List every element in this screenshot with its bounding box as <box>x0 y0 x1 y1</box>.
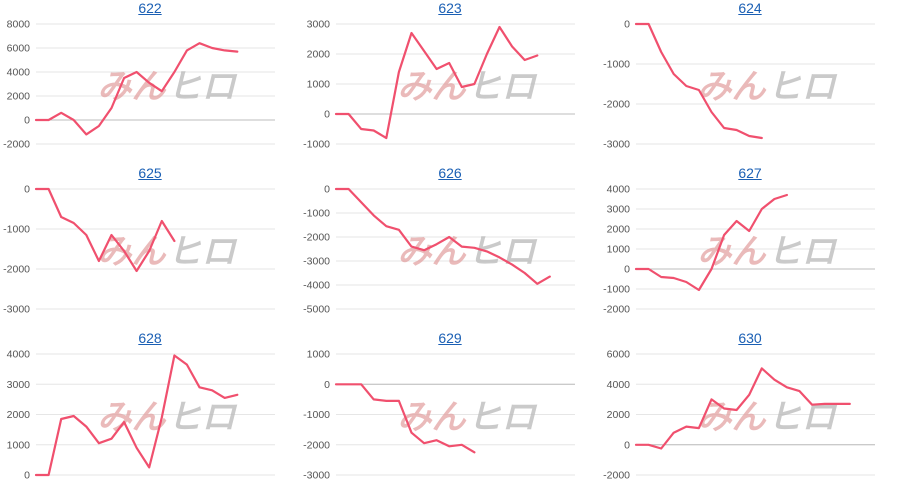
y-tick-label: -3000 <box>603 139 630 151</box>
chart-panel: 627 -2000 -1000 0 1000 2000 3000 4000 みん ヒロ <box>600 165 900 330</box>
y-tick-label: 0 <box>624 19 630 31</box>
watermark-text: みん <box>698 399 767 437</box>
y-tick-label: 4000 <box>7 67 31 79</box>
watermark-text: ヒロ <box>168 68 238 106</box>
chart-panel: 623 -1000 0 1000 2000 3000 みん ヒロ <box>300 0 600 165</box>
series-line <box>334 187 551 285</box>
chart-panel: 624 -3000 -2000 -1000 0 みん ヒロ <box>600 0 900 165</box>
y-tick-label: -1000 <box>603 59 630 71</box>
y-tick-label: -1000 <box>303 208 330 220</box>
series-line <box>634 367 851 450</box>
series-line <box>334 25 539 140</box>
watermark-text: ヒロ <box>468 399 538 437</box>
y-tick-label: 0 <box>24 184 30 196</box>
y-tick-label: 4000 <box>607 184 631 196</box>
y-tick-label: -2000 <box>303 232 330 244</box>
chart-title-link[interactable]: 624 <box>738 0 762 16</box>
chart-svg: -3000 -2000 -1000 0 みん ヒロ <box>603 19 875 151</box>
chart-title-link[interactable]: 626 <box>438 165 462 181</box>
series-line <box>34 42 239 136</box>
y-tick-label: 2000 <box>607 224 631 236</box>
series-line <box>334 383 476 454</box>
watermark-text: みん <box>398 233 467 271</box>
chart-title-link[interactable]: 630 <box>738 330 762 346</box>
y-tick-label: 6000 <box>7 43 31 55</box>
chart-title-link[interactable]: 627 <box>738 165 762 181</box>
series-line <box>34 187 176 273</box>
y-tick-label: 2000 <box>7 91 31 103</box>
y-tick-label: -2000 <box>3 264 30 276</box>
y-tick-label: 2000 <box>607 409 631 421</box>
chart-title-link[interactable]: 622 <box>138 0 162 16</box>
y-tick-label: -3000 <box>303 470 330 482</box>
y-tick-label: -1000 <box>303 139 330 151</box>
y-tick-label: 3000 <box>307 19 331 31</box>
chart-panel: 629 -3000 -2000 -1000 0 1000 みん ヒロ <box>300 330 600 495</box>
watermark-text: みん <box>98 399 167 437</box>
y-tick-label: 3000 <box>607 204 631 216</box>
watermark-text: みん <box>398 399 467 437</box>
chart-svg: -2000 -1000 0 1000 2000 3000 4000 みん ヒロ <box>603 184 875 316</box>
watermark-text: ヒロ <box>168 233 238 271</box>
chart-panel: 622 -2000 0 2000 4000 6000 8000 みん ヒロ <box>0 0 300 165</box>
y-tick-label: -2000 <box>603 304 630 316</box>
series-line <box>34 354 239 477</box>
chart-panel: 626 -5000 -4000 -3000 -2000 -1000 0 みん ヒロ <box>300 165 600 330</box>
chart-panel: 630 -2000 0 2000 4000 6000 みん ヒロ <box>600 330 900 495</box>
series-line <box>634 193 788 292</box>
y-tick-label: 1000 <box>307 79 331 91</box>
y-tick-label: -2000 <box>603 470 630 482</box>
y-tick-label: 1000 <box>307 349 331 361</box>
chart-title-link[interactable]: 625 <box>138 165 162 181</box>
y-tick-label: -2000 <box>603 99 630 111</box>
watermark-text: みん <box>698 68 767 106</box>
chart-panel: 625 -3000 -2000 -1000 0 みん ヒロ <box>0 165 300 330</box>
y-tick-label: 1000 <box>607 244 631 256</box>
y-tick-label: 8000 <box>7 19 31 31</box>
y-tick-label: 0 <box>624 439 630 451</box>
chart-svg: 0 1000 2000 3000 4000 みん ヒロ <box>7 349 275 482</box>
chart-svg: -5000 -4000 -3000 -2000 -1000 0 みん ヒロ <box>303 184 575 316</box>
series-line <box>634 22 763 140</box>
y-tick-label: -3000 <box>303 256 330 268</box>
watermark-text: みん <box>698 233 767 271</box>
watermark-text: ヒロ <box>168 399 238 437</box>
chart-title-link[interactable]: 629 <box>438 330 462 346</box>
chart-panel: 628 0 1000 2000 3000 4000 みん ヒロ <box>0 330 300 495</box>
chart-title-link[interactable]: 628 <box>138 330 162 346</box>
y-tick-label: 0 <box>24 470 30 482</box>
y-tick-label: 4000 <box>7 349 31 361</box>
y-tick-label: 0 <box>24 115 30 127</box>
y-tick-label: 2000 <box>7 409 31 421</box>
y-tick-label: 0 <box>624 264 630 276</box>
watermark-text: ヒロ <box>468 233 538 271</box>
y-tick-label: -1000 <box>3 224 30 236</box>
y-tick-label: 0 <box>324 109 330 121</box>
y-tick-label: -1000 <box>303 409 330 421</box>
y-tick-label: -1000 <box>603 284 630 296</box>
watermark-text: みん <box>398 68 467 106</box>
y-tick-label: 2000 <box>307 49 331 61</box>
y-tick-label: -5000 <box>303 304 330 316</box>
y-tick-label: -2000 <box>303 439 330 451</box>
y-tick-label: -3000 <box>3 304 30 316</box>
y-tick-label: 1000 <box>7 439 31 451</box>
chart-svg: -3000 -2000 -1000 0 1000 みん ヒロ <box>303 349 575 482</box>
watermark-text: ヒロ <box>768 68 838 106</box>
y-tick-label: 3000 <box>7 379 31 391</box>
y-tick-label: -2000 <box>3 139 30 151</box>
y-tick-label: -4000 <box>303 280 330 292</box>
y-tick-label: 0 <box>324 379 330 391</box>
y-tick-label: 0 <box>324 184 330 196</box>
y-tick-label: 6000 <box>607 349 631 361</box>
watermark-text: ヒロ <box>768 233 838 271</box>
chart-title-link[interactable]: 623 <box>438 0 462 16</box>
y-tick-label: 4000 <box>607 379 631 391</box>
